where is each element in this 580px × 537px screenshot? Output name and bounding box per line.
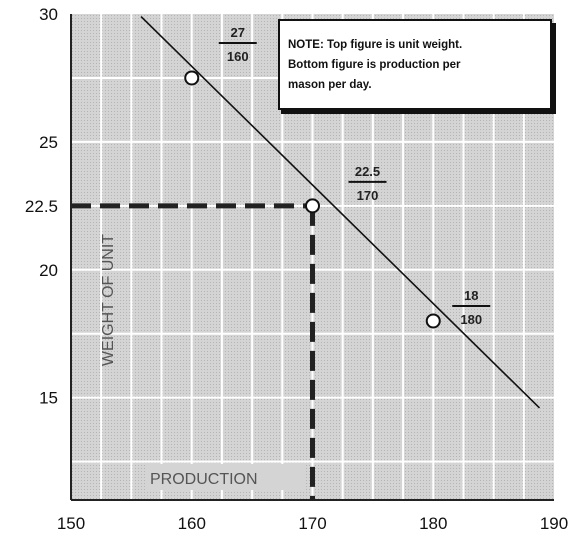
y-tick-label: 22.5 bbox=[25, 197, 58, 216]
y-axis-title: WEIGHT OF UNIT bbox=[100, 234, 117, 366]
y-tick-label: 25 bbox=[39, 133, 58, 152]
series-line bbox=[140, 15, 541, 409]
note-line-3: mason per day. bbox=[288, 79, 372, 91]
note-box-panel bbox=[278, 19, 552, 110]
data-markers bbox=[184, 70, 441, 329]
y-tick-labels: 30 25 22.5 20 15 bbox=[25, 5, 58, 408]
point-label-bottom: 170 bbox=[357, 188, 379, 203]
data-point-marker bbox=[184, 70, 200, 86]
point-label-top: 18 bbox=[464, 288, 478, 303]
axis-titles: PRODUCTION WEIGHT OF UNIT bbox=[100, 234, 306, 490]
data-point-marker bbox=[305, 198, 320, 214]
y-tick-label: 20 bbox=[39, 261, 58, 280]
series bbox=[140, 15, 541, 409]
reference-lines bbox=[71, 203, 315, 500]
x-tick-label: 150 bbox=[57, 514, 85, 533]
point-label-top: 27 bbox=[231, 25, 245, 40]
y-tick-label: 30 bbox=[39, 5, 58, 24]
x-tick-labels: 150 160 170 180 190 bbox=[57, 514, 568, 533]
x-tick-label: 170 bbox=[298, 514, 326, 533]
x-axis-title-bg bbox=[146, 464, 306, 490]
point-label-bottom: 180 bbox=[460, 312, 482, 327]
point-label-bottom: 160 bbox=[227, 49, 249, 64]
x-tick-label: 160 bbox=[178, 514, 206, 533]
x-axis-title: PRODUCTION bbox=[150, 471, 258, 488]
x-tick-label: 180 bbox=[419, 514, 447, 533]
point-labels: 27 160 22.5 170 18 180 bbox=[218, 25, 491, 327]
x-tick-label: 190 bbox=[540, 514, 568, 533]
note-line-2: Bottom figure is production per bbox=[288, 59, 461, 71]
note-line-1: NOTE: Top figure is unit weight. bbox=[288, 39, 462, 51]
y-tick-label: 15 bbox=[39, 389, 58, 408]
note-box: NOTE: Top figure is unit weight. Bottom … bbox=[278, 19, 556, 114]
point-label-top: 22.5 bbox=[355, 164, 380, 179]
data-point-marker bbox=[425, 313, 441, 329]
